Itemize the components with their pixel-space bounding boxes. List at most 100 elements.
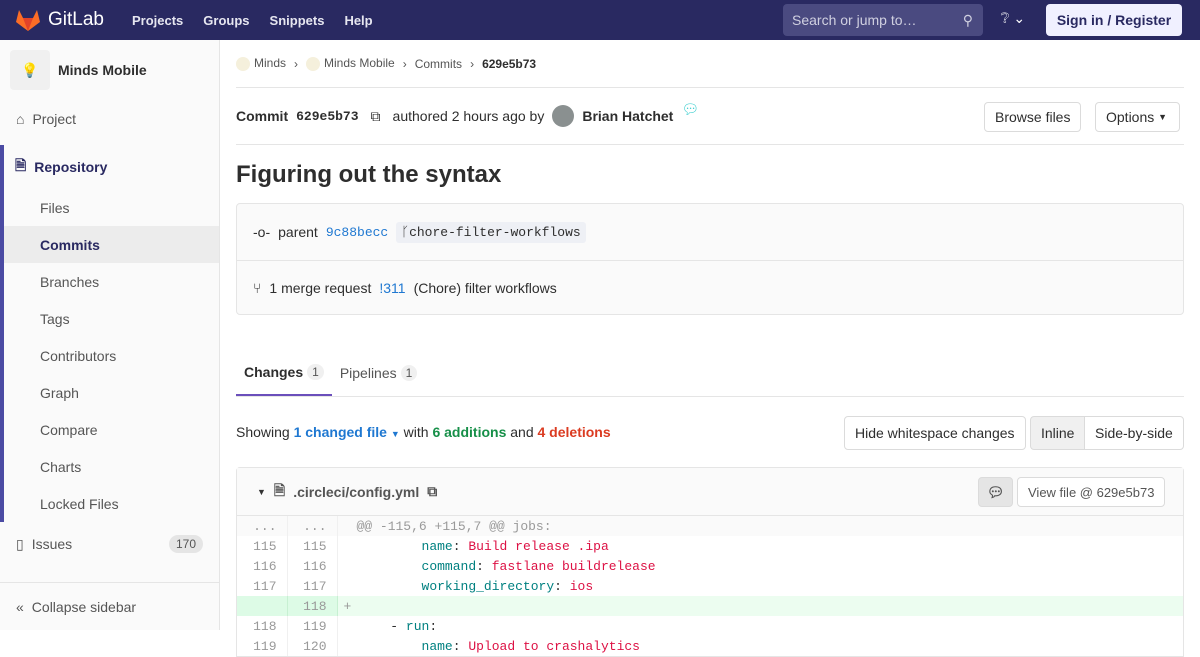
tab-pipelines[interactable]: Pipelines 1 (332, 350, 426, 396)
issues-count-badge: 170 (168, 535, 203, 553)
line-content: name: Build release .ipa (337, 536, 1183, 556)
copy-icon[interactable]: ⧉ (370, 107, 381, 124)
indent: - (343, 618, 406, 634)
merge-request-row: ⑂ 1 merge request !311 (Chore) filter workf… (237, 260, 1183, 314)
line-content: - run: (343, 618, 445, 634)
line-content: name: Upload to crashalytics (337, 636, 1183, 656)
breadcrumb-commits[interactable]: Commits (414, 56, 463, 71)
sign-in-button[interactable]: Sign in / Register (1046, 4, 1182, 36)
collapse-label: Collapse sidebar (31, 598, 137, 615)
sidebar-item-compare[interactable]: Compare (40, 421, 98, 438)
new-line-number[interactable]: 116 (287, 556, 338, 576)
new-line-number[interactable]: ... (287, 516, 338, 536)
view-file-button[interactable]: View file @ 629e5b73 (1017, 477, 1166, 507)
new-line-number[interactable]: 120 (287, 636, 338, 656)
breadcrumb-minds-mobile[interactable]: Minds Mobile (306, 56, 395, 71)
issues-icon: ▯ (16, 535, 24, 552)
breadcrumb-current[interactable]: 629e5b73 (482, 56, 537, 71)
breadcrumb-minds[interactable]: Minds (236, 56, 286, 71)
sidebar-repository-group: 🗎 Repository Files Commits Branches Tags … (0, 145, 219, 522)
parent-sha-link[interactable]: 9c88becc (325, 224, 389, 240)
commit-header: Commit 629e5b73 ⧉ authored 2 hours ago by… (236, 88, 1184, 145)
breadcrumb-label: Minds (254, 56, 287, 71)
sidebar-label: Repository (34, 159, 108, 175)
search-placeholder: Search or jump to… (792, 12, 917, 28)
hide-whitespace-button[interactable]: Hide whitespace changes (844, 416, 1026, 450)
options-label: Options (1106, 109, 1155, 125)
inline-view-button[interactable]: Inline (1030, 416, 1086, 450)
sidebar-label: Issues (31, 536, 73, 552)
diff-line: 118 119 - run: (237, 616, 1183, 636)
caret-down-icon: ▼ (390, 429, 400, 439)
changed-files-dropdown[interactable]: 1 changed file ▼ (294, 424, 400, 440)
old-line-number[interactable]: 118 (237, 616, 288, 636)
toggle-comments-button[interactable]: 💬︎ (978, 477, 1013, 507)
search-input[interactable]: Search or jump to… ⚲ (783, 4, 983, 36)
nav-help[interactable]: Help (344, 12, 373, 28)
options-dropdown[interactable]: Options ▼ (1095, 102, 1180, 132)
new-line-number[interactable]: 117 (287, 576, 338, 596)
old-line-number[interactable]: ... (237, 516, 288, 536)
chevron-right-icon: › (294, 56, 299, 71)
branch-ref[interactable]: ᚴchore-filter-workflows (396, 221, 586, 243)
with-text: with (403, 424, 429, 440)
new-line-number[interactable]: 118 (287, 596, 338, 616)
tab-label: Changes (244, 364, 304, 380)
indent (344, 539, 422, 554)
diff-line: 117 117 working_directory: ios (237, 576, 1183, 596)
commit-tabs: Changes 1 Pipelines 1 (236, 333, 1184, 397)
commit-title: Figuring out the syntax (236, 161, 502, 188)
sidebar-item-repository[interactable]: 🗎 Repository (4, 145, 219, 189)
copy-icon[interactable]: ⧉ (427, 483, 438, 499)
additions-count: 6 additions (432, 424, 507, 440)
sidebar-item-files[interactable]: Files (40, 199, 70, 216)
line-content: @@ -115,6 +115,7 @@ jobs: (337, 516, 1183, 536)
file-name[interactable]: .circleci/config.yml (293, 483, 420, 500)
sidebar-project[interactable]: 💡 Minds Mobile (0, 40, 219, 100)
help-dropdown[interactable]: ❔︎ ⌄ (1001, 10, 1025, 27)
side-by-side-button[interactable]: Side-by-side (1084, 416, 1184, 450)
tab-count: 1 (307, 364, 324, 380)
new-line-number[interactable]: 115 (287, 536, 338, 556)
old-line-number[interactable]: 115 (237, 536, 288, 556)
diff-line: ...... @@ -115,6 +115,7 @@ jobs: (237, 516, 1183, 536)
sidebar-item-tags[interactable]: Tags (40, 310, 70, 327)
old-line-number[interactable]: 119 (237, 636, 288, 656)
sidebar-item-graph[interactable]: Graph (40, 384, 79, 401)
sidebar-item-commits[interactable]: Commits (4, 226, 219, 263)
author-avatar[interactable] (552, 105, 575, 127)
tab-changes[interactable]: Changes 1 (236, 350, 332, 396)
browse-files-button[interactable]: Browse files (984, 102, 1082, 132)
help-icon: ❔︎ (1001, 10, 1010, 26)
yaml-value: ios (569, 578, 594, 594)
nav-projects[interactable]: Projects (131, 12, 184, 28)
sidebar-item-branches[interactable]: Branches (40, 273, 100, 290)
sidebar-item-project[interactable]: ⌂ Project (0, 100, 219, 137)
old-line-number[interactable]: 117 (237, 576, 288, 596)
authored-text: authored 2 hours ago by (392, 108, 545, 124)
sidebar-item-contributors[interactable]: Contributors (40, 347, 117, 364)
gitlab-logo[interactable]: GitLab (16, 9, 104, 31)
author-name[interactable]: Brian Hatchet (582, 108, 674, 124)
old-line-number[interactable] (237, 596, 288, 616)
yaml-value: fastlane buildrelease (491, 558, 656, 574)
collapse-caret-icon[interactable]: ▼ (257, 486, 266, 497)
mr-link[interactable]: !311 (379, 279, 406, 296)
sidebar-item-issues[interactable]: ▯ Issues 170 (0, 522, 219, 566)
diff-line: 116 116 command: fastlane buildrelease (237, 556, 1183, 576)
branch-name: chore-filter-workflows (409, 224, 581, 240)
sidebar-item-locked-files[interactable]: Locked Files (40, 495, 119, 512)
home-icon: ⌂ (16, 110, 25, 127)
sidebar-item-charts[interactable]: Charts (40, 458, 82, 475)
sidebar: 💡 Minds Mobile ⌂ Project 🗎 Repository Files… (0, 40, 220, 630)
new-line-number[interactable]: 119 (287, 616, 338, 636)
parent-row: -o-parent 9c88becc ᚴchore-filter-workflows (237, 204, 1183, 260)
old-line-number[interactable]: 116 (237, 556, 288, 576)
search-icon: ⚲ (962, 12, 973, 28)
nav-snippets[interactable]: Snippets (269, 12, 325, 28)
commit-sha: 629e5b73 (296, 108, 359, 124)
collapse-sidebar-button[interactable]: « Collapse sidebar (0, 582, 219, 630)
yaml-key: run (405, 618, 430, 634)
nav-groups[interactable]: Groups (203, 12, 250, 28)
yaml-value: Build release .ipa (468, 538, 609, 554)
